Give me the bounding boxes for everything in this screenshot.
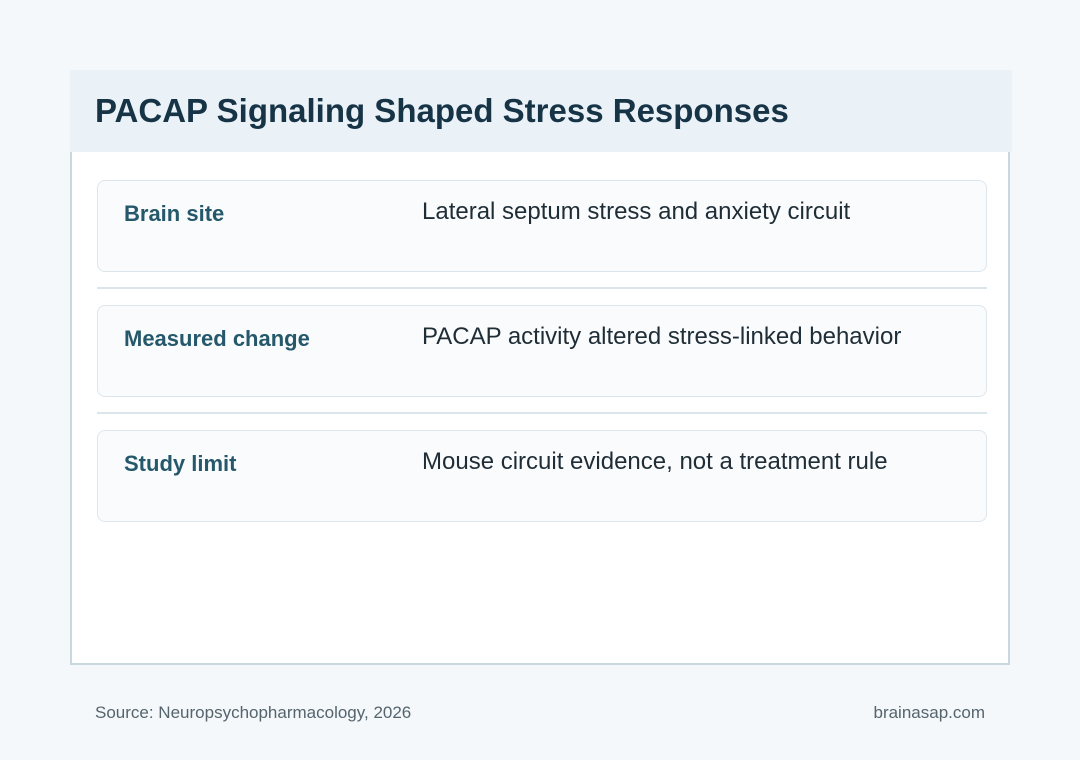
info-row-measured-change: Measured change PACAP activity altered s… (97, 305, 987, 397)
info-row-study-limit: Study limit Mouse circuit evidence, not … (97, 430, 987, 522)
row-value: Lateral septum stress and anxiety circui… (422, 198, 851, 225)
row-value: Mouse circuit evidence, not a treatment … (422, 448, 888, 475)
card-header: PACAP Signaling Shaped Stress Responses (70, 70, 1012, 152)
row-label: Brain site (124, 201, 225, 226)
summary-card: PACAP Signaling Shaped Stress Responses … (70, 70, 1012, 665)
page-title: PACAP Signaling Shaped Stress Responses (95, 92, 789, 129)
info-row-brain-site: Brain site Lateral septum stress and anx… (97, 180, 987, 272)
row-value: PACAP activity altered stress-linked beh… (422, 323, 902, 350)
row-label: Measured change (124, 326, 310, 351)
row-divider (97, 287, 987, 289)
row-label: Study limit (124, 451, 237, 476)
row-divider (97, 412, 987, 414)
brand-link[interactable]: brainasap.com (873, 703, 985, 722)
source-citation: Source: Neuropsychopharmacology, 2026 (95, 703, 412, 722)
